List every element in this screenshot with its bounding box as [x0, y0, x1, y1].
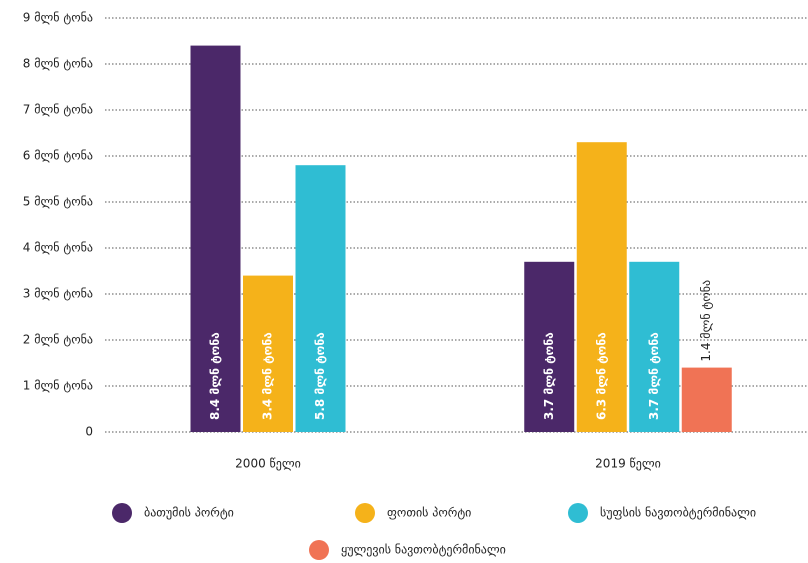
value-label: 1.4 მლნ ტონა — [699, 280, 713, 362]
legend-marker — [355, 503, 375, 523]
legend-marker — [112, 503, 132, 523]
value-label: 3.4 მლნ ტონა — [261, 332, 275, 420]
bar — [295, 165, 346, 432]
bar — [576, 142, 627, 432]
legend-label: სუფსის ნავთობტერმინალი — [600, 506, 756, 520]
legend-marker — [309, 540, 329, 560]
value-label: 5.8 მლნ ტონა — [313, 332, 327, 420]
x-tick-label: 2019 წელი — [595, 457, 661, 471]
legend-label: ფოთის პორტი — [387, 506, 471, 520]
y-tick-label: 9 მლნ ტონა — [23, 11, 93, 25]
legend-label: ყულევის ნავთობტერმინალი — [341, 543, 506, 557]
x-tick-label: 2000 წელი — [235, 457, 301, 471]
value-label: 3.7 მლნ ტონა — [647, 332, 661, 420]
bar — [524, 261, 575, 432]
y-tick-label: 1 მლნ ტონა — [23, 379, 93, 393]
value-label: 3.7 მლნ ტონა — [542, 332, 556, 420]
y-tick-label: 8 მლნ ტონა — [23, 57, 93, 71]
value-label: 8.4 მლნ ტონა — [208, 332, 222, 420]
y-tick-label: 3 მლნ ტონა — [23, 287, 93, 301]
bar — [629, 261, 680, 432]
bar — [681, 367, 732, 432]
legend-marker — [568, 503, 588, 523]
value-label: 6.3 მლნ ტონა — [594, 332, 608, 420]
bar — [243, 275, 293, 432]
y-tick-label: 0 — [85, 425, 93, 439]
y-tick-label: 2 მლნ ტონა — [23, 333, 93, 347]
legend-label: ბათუმის პორტი — [144, 506, 234, 520]
y-tick-label: 6 მლნ ტონა — [23, 149, 93, 163]
bar — [190, 45, 241, 432]
y-tick-label: 5 მლნ ტონა — [23, 195, 93, 209]
y-tick-label: 4 მლნ ტონა — [23, 241, 93, 255]
y-tick-label: 7 მლნ ტონა — [23, 103, 93, 117]
